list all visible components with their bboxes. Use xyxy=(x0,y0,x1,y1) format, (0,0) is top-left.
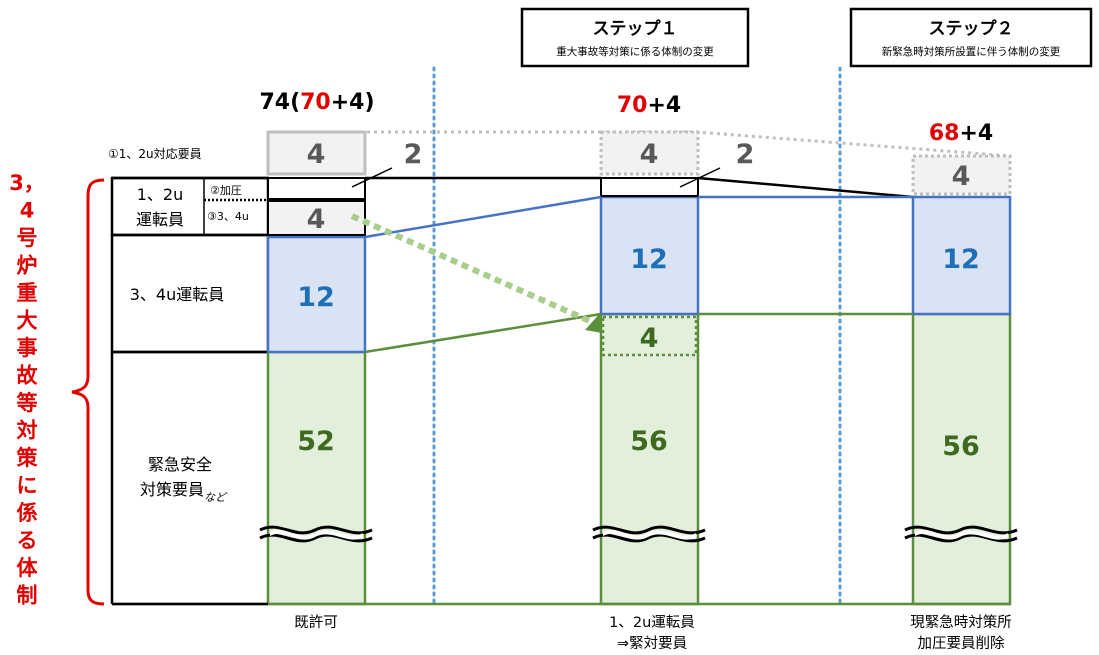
col1-emerg-value: 52 xyxy=(297,426,335,457)
connector-lines xyxy=(112,176,1010,606)
col2-unit34-value: 12 xyxy=(630,244,668,275)
col1-r3-value: 4 xyxy=(307,204,326,235)
column-3 xyxy=(911,154,1012,606)
label-emerg-sub: など xyxy=(204,491,228,504)
step1-title: ステップ１ xyxy=(593,18,678,39)
label-r2: ②加圧 xyxy=(210,184,242,197)
col3-emerg-bar xyxy=(911,312,1012,606)
side-label-char: 事 xyxy=(17,336,38,360)
col3-unit34-bar xyxy=(911,195,1012,316)
label-r3: ③3、4u xyxy=(207,210,249,223)
side-label-char: 係 xyxy=(17,501,38,525)
side-label-char: 3， xyxy=(9,171,45,195)
col2-r2-box xyxy=(600,177,699,197)
break-marks xyxy=(259,525,1018,543)
col1-emerg-bar xyxy=(266,350,367,606)
side-label-char: 策 xyxy=(17,446,39,470)
col2-emerg-bar xyxy=(599,312,700,606)
total-col3: 68+4 xyxy=(929,121,993,146)
side-label-char: 大 xyxy=(17,309,38,333)
col1-r2-value: 2 xyxy=(404,139,423,170)
bottom-label-col2-a: 1、2u運転員 xyxy=(609,614,695,631)
bottom-label-col3-a: 現緊急時対策所 xyxy=(910,614,1012,631)
step2-title: ステップ２ xyxy=(929,18,1014,39)
col1-unit34-value: 12 xyxy=(297,282,335,313)
col3-r1-box xyxy=(911,154,1012,196)
side-label-char: 重 xyxy=(17,281,38,305)
step2-subtitle: 新緊急時対策所設置に伴う体制の変更 xyxy=(882,45,1061,58)
side-label-char: 故 xyxy=(17,364,39,388)
step2-box: ステップ２ 新緊急時対策所設置に伴う体制の変更 xyxy=(849,7,1093,68)
side-label-char: に xyxy=(17,474,38,498)
label-emerg-b-wrap: 対策要員など xyxy=(140,480,228,504)
arrow-head-icon xyxy=(585,312,602,333)
col2-emerg-value: 56 xyxy=(630,426,668,457)
total-col2: 70+4 xyxy=(617,93,681,118)
row-label-r1: ①1、2u対応要員 xyxy=(108,147,202,161)
side-label-char: 4 xyxy=(20,199,35,223)
total-col1: 74(70+4) xyxy=(259,90,374,115)
column-2 xyxy=(599,130,700,606)
bottom-label-col1: 既許可 xyxy=(294,614,338,631)
label-emerg-b: 対策要員 xyxy=(140,480,204,499)
break-marks-fill xyxy=(270,529,1008,540)
label-table xyxy=(110,176,270,604)
col3-r1-value: 4 xyxy=(952,161,971,192)
col3-emerg-value: 56 xyxy=(942,431,980,462)
side-label-char: 体 xyxy=(17,556,39,580)
label-unit34: 3、4u運転員 xyxy=(130,285,225,304)
bottom-label-col3-b: 加圧要員削除 xyxy=(918,635,1005,652)
side-label-char: 号 xyxy=(17,226,38,250)
label-unit12-a: 1、2u xyxy=(137,185,184,204)
col1-r1-box xyxy=(266,130,367,176)
bottom-label-col2-b: ⇒緊対要員 xyxy=(617,635,687,652)
col2-r1-box xyxy=(599,130,700,176)
step1-box: ステップ１ 重大事故等対策に係る体制の変更 xyxy=(520,7,750,68)
transfer-arrow xyxy=(350,213,602,333)
step1-subtitle: 重大事故等対策に係る体制の変更 xyxy=(556,45,714,58)
side-label-char: 炉 xyxy=(17,254,38,278)
col1-r2-box xyxy=(267,177,366,200)
col1-r1-value: 4 xyxy=(307,139,326,170)
col1-r3-box xyxy=(267,200,366,236)
left-brace xyxy=(71,178,105,606)
col2-moved-box xyxy=(601,315,698,357)
col2-moved-value: 4 xyxy=(640,323,659,354)
side-label-char: 制 xyxy=(17,584,38,608)
side-label-char: る xyxy=(17,529,38,553)
label-emerg-a: 緊急安全 xyxy=(148,455,212,474)
side-label-char: 対 xyxy=(17,419,38,443)
side-label-char: 等 xyxy=(17,391,38,415)
col2-r2-value: 2 xyxy=(736,139,755,170)
col1-unit34-bar xyxy=(266,235,367,354)
col2-unit34-bar xyxy=(599,195,700,316)
col3-unit34-value: 12 xyxy=(942,244,980,275)
label-unit12-b: 運転員 xyxy=(136,210,184,229)
col2-r1-value: 4 xyxy=(640,139,659,170)
